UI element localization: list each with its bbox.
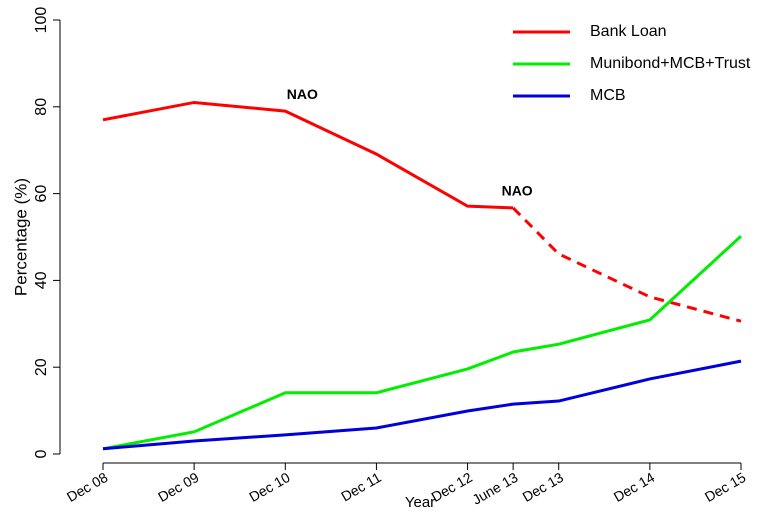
x-tick-label: Dec 14 bbox=[611, 469, 658, 505]
legend-label: Bank Loan bbox=[590, 23, 667, 40]
y-tick-label: 20 bbox=[33, 358, 50, 376]
legend-label: MCB bbox=[590, 87, 626, 104]
annotation: NAO bbox=[287, 86, 318, 102]
y-tick-label: 0 bbox=[33, 449, 50, 458]
line bbox=[102, 359, 742, 451]
legend-label: Munibond+MCB+Trust bbox=[590, 55, 751, 72]
line-dashed bbox=[512, 206, 742, 323]
x-tick-label: Dec 15 bbox=[702, 469, 749, 505]
line bbox=[102, 100, 514, 210]
y-tick-label: 60 bbox=[33, 185, 50, 203]
annotation: NAO bbox=[502, 183, 533, 199]
x-tick-label: Dec 12 bbox=[429, 469, 476, 505]
line bbox=[102, 235, 743, 451]
y-axis-label: Percentage (%) bbox=[11, 178, 30, 296]
x-axis-label: Year bbox=[405, 494, 435, 511]
x-tick-label: Dec 13 bbox=[520, 469, 567, 505]
y-tick-label: 80 bbox=[33, 98, 50, 116]
x-tick-label: Dec 10 bbox=[246, 469, 293, 505]
y-tick-label: 40 bbox=[33, 271, 50, 289]
x-tick-label: Dec 09 bbox=[155, 469, 202, 505]
x-tick-label: June 13 bbox=[469, 469, 520, 508]
x-tick-label: Dec 08 bbox=[64, 469, 111, 505]
x-tick-label: Dec 11 bbox=[338, 469, 384, 505]
y-tick-label: 100 bbox=[33, 7, 50, 34]
